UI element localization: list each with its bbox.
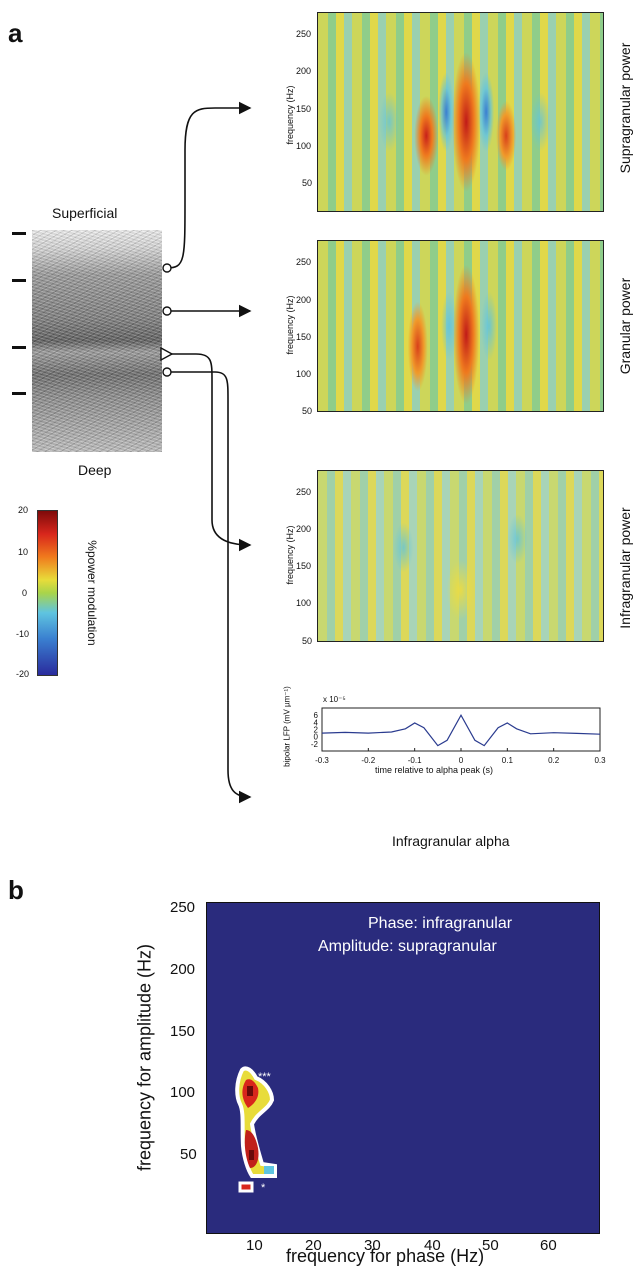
lfp-xtick-label: -0.3 — [315, 756, 329, 765]
layer-mark-2 — [12, 279, 26, 282]
spectro2-ytick-100: 100 — [296, 369, 312, 379]
pac-xtick-10: 10 — [246, 1237, 263, 1254]
pac-ytick-200: 200 — [170, 961, 196, 978]
colorbar — [37, 510, 58, 676]
row-label-infragranular: Infragranular power — [617, 507, 633, 629]
pac-ytick-150: 150 — [170, 1023, 196, 1040]
pac-ytick-100: 100 — [170, 1084, 196, 1101]
spectro-ylabel-3: frequency (Hz) — [285, 525, 295, 585]
layer-mark-4 — [12, 392, 26, 395]
section-bottom-label: Deep — [78, 462, 112, 478]
spectro-ylabel-1: frequency (Hz) — [285, 85, 295, 145]
pac-xtick-30: 30 — [364, 1237, 381, 1254]
pac-annotation-amplitude: Amplitude: supragranular — [318, 938, 497, 955]
spectro3-ytick-150: 150 — [296, 561, 312, 571]
spectro3-ytick-100: 100 — [296, 598, 312, 608]
lfp-scale-label: x 10⁻⁵ — [323, 695, 346, 704]
lfp-xtick-label: 0.2 — [548, 756, 560, 765]
spectro3-ytick-250: 250 — [296, 487, 312, 497]
arrow-alpha — [167, 371, 252, 804]
probe-point-granular — [162, 306, 172, 316]
lfp-ytick-label: 2 — [314, 726, 319, 735]
pac-ytick-50: 50 — [180, 1146, 197, 1163]
colorbar-tick-20: 20 — [18, 505, 29, 515]
spectro2-ytick-250: 250 — [296, 257, 312, 267]
panel-a-letter: a — [8, 18, 23, 48]
lfp-xtick-label: -0.2 — [361, 756, 375, 765]
colorbar-tick-0: 0 — [22, 588, 28, 598]
lfp-axes-box — [321, 707, 601, 752]
probe-point-deep — [162, 367, 172, 377]
colorbar-tick-m10: -10 — [16, 629, 30, 639]
caption-infragranular-alpha: Infragranular alpha — [392, 833, 510, 849]
pac-ylabel: frequency for amplitude (Hz) — [134, 943, 155, 1172]
spectro3-ytick-200: 200 — [296, 524, 312, 534]
pac-sig-lower: * — [261, 1182, 266, 1194]
pac-ytick-250: 250 — [170, 899, 196, 916]
pac-annotation-phase: Phase: infragranular — [368, 915, 513, 932]
pac-sig-upper: *** — [258, 1071, 271, 1083]
spectro3-ytick-50: 50 — [302, 636, 313, 646]
spectro1-ytick-150: 150 — [296, 104, 312, 114]
arrow-infragranular — [167, 353, 252, 552]
lfp-xtick-label: 0.3 — [594, 756, 606, 765]
spectro1-ytick-100: 100 — [296, 141, 312, 151]
arrow-supragranular — [166, 101, 252, 269]
histology-section — [32, 230, 162, 452]
spectrogram-granular — [317, 240, 604, 412]
lfp-xtick-label: -0.1 — [408, 756, 422, 765]
pac-xlabel: frequency for phase (Hz) — [286, 1246, 485, 1266]
lfp-xtick-label: 0.1 — [502, 756, 514, 765]
pac-xtick-40: 40 — [424, 1237, 441, 1254]
lfp-ytick-label: 6 — [314, 711, 319, 720]
spectro1-ytick-250: 250 — [296, 29, 312, 39]
lfp-ytick-label: 0 — [314, 733, 319, 742]
spectrogram-infragranular — [317, 470, 604, 642]
layer-mark-1 — [12, 232, 26, 235]
lfp-ylabel: bipolar LFP (mV µm⁻¹) — [282, 686, 292, 767]
row-label-supragranular: Supragranular power — [617, 42, 633, 174]
spectro2-ytick-50: 50 — [302, 406, 313, 416]
probe-point-supra — [162, 263, 172, 273]
lfp-ytick-label: -2 — [311, 740, 319, 749]
panel-b-letter: b — [8, 875, 24, 905]
probe-point-infra — [160, 346, 174, 362]
colorbar-tick-m20: -20 — [16, 669, 30, 679]
layer-mark-3 — [12, 346, 26, 349]
colorbar-tick-10: 10 — [18, 547, 29, 557]
row-label-granular: Granular power — [617, 277, 633, 375]
pac-xtick-60: 60 — [540, 1237, 557, 1254]
colorbar-label: %power modulation — [85, 540, 99, 646]
spectro-ylabel-2: frequency (Hz) — [285, 295, 295, 355]
lfp-xlabel: time relative to alpha peak (s) — [375, 765, 494, 775]
section-top-label: Superficial — [52, 205, 118, 221]
pac-xtick-20: 20 — [305, 1237, 322, 1254]
lfp-xtick-label: 0 — [459, 756, 464, 765]
pac-xtick-50: 50 — [482, 1237, 499, 1254]
spectro2-ytick-150: 150 — [296, 332, 312, 342]
spectro1-ytick-50: 50 — [302, 178, 313, 188]
lfp-series-line — [321, 713, 601, 747]
spectro1-ytick-200: 200 — [296, 66, 312, 76]
lfp-ytick-label: 4 — [314, 718, 319, 727]
spectrogram-supragranular — [317, 12, 604, 212]
spectro2-ytick-200: 200 — [296, 295, 312, 305]
